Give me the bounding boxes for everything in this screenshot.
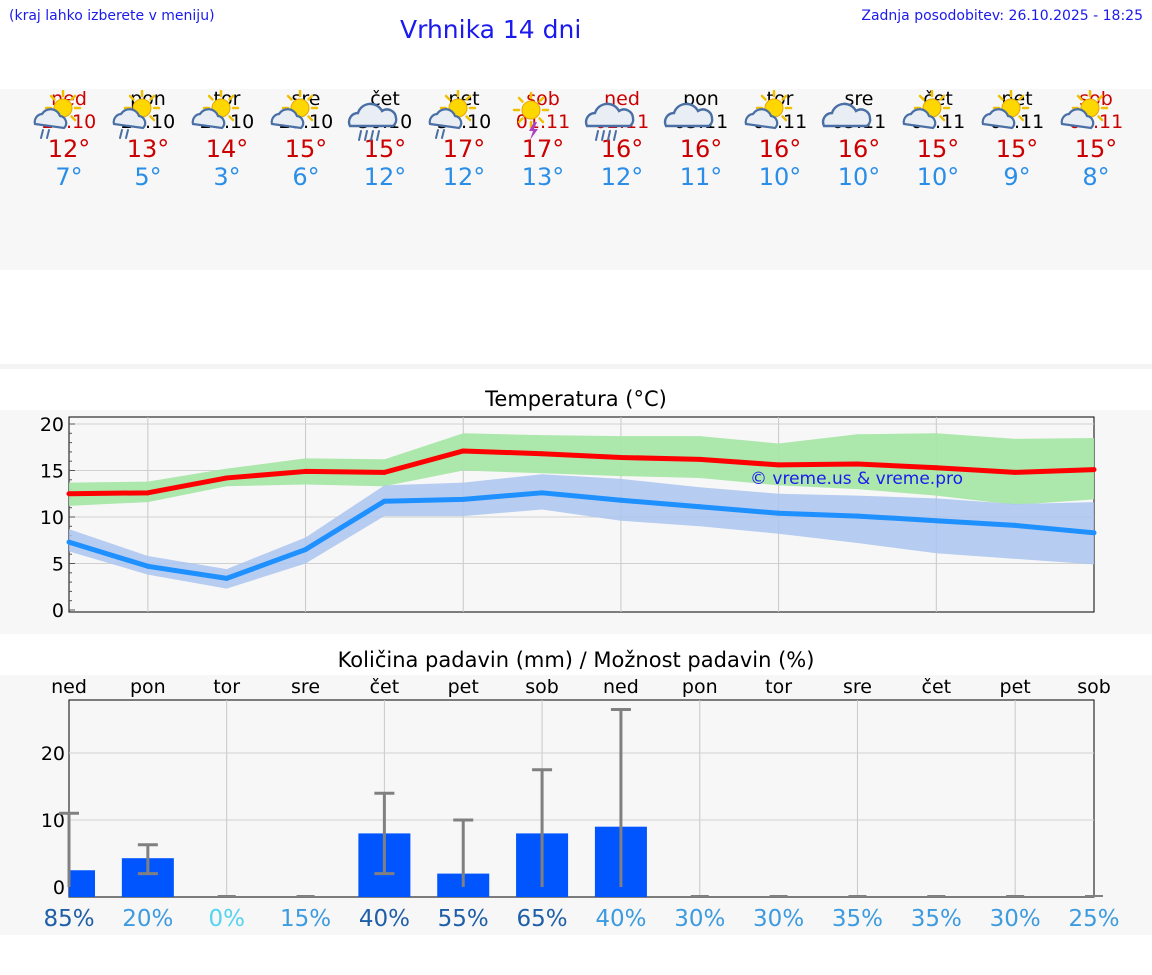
forecast-day: čet 06.11 15° 10° (898, 88, 978, 191)
min-temperature: 12° (363, 163, 407, 191)
min-temperature: 12° (600, 163, 644, 191)
min-temperature: 7° (55, 163, 83, 191)
max-temperature: 15° (284, 135, 328, 163)
forecast-day: tor 28.10 14° 3° (187, 88, 267, 191)
max-temperature: 16° (758, 135, 802, 163)
location-menu-hint: (kraj lahko izberete v meniju) (9, 8, 215, 24)
min-temperature: 9° (1003, 163, 1031, 191)
min-temperature: 3° (213, 163, 241, 191)
last-update-text: Zadnja posodobitev: 26.10.2025 - 18:25 (861, 8, 1143, 24)
sun-shape (512, 91, 550, 129)
min-temperature: 10° (837, 163, 881, 191)
min-temperature: 10° (758, 163, 802, 191)
forecast-day: tor 04.11 16° 10° (740, 88, 820, 191)
forecast-day: sob 08.11 15° 8° (1056, 88, 1136, 191)
precipitation-chart-background (0, 675, 1152, 935)
forecast-day: sob 01.11 17° 13° (503, 88, 583, 191)
precipitation-chart-title: Količina padavin (mm) / Možnost padavin … (337, 648, 815, 672)
min-temperature: 8° (1082, 163, 1110, 191)
max-temperature: 15° (916, 135, 960, 163)
section-divider (0, 364, 1152, 369)
forecast-day: pet 31.10 17° 12° (424, 88, 504, 191)
page-title: Vrhnika 14 dni (400, 15, 582, 44)
min-temperature: 13° (521, 163, 565, 191)
max-temperature: 17° (521, 135, 565, 163)
forecast-day: pet 07.11 15° 9° (977, 88, 1057, 191)
forecast-day: pon 27.10 13° 5° (108, 88, 188, 191)
max-temperature: 15° (995, 135, 1039, 163)
min-temperature: 10° (916, 163, 960, 191)
max-temperature: 14° (205, 135, 249, 163)
forecast-strip-background (0, 89, 1152, 270)
min-temperature: 6° (292, 163, 320, 191)
forecast-day: sre 29.10 15° 6° (266, 88, 346, 191)
forecast-day: ned 26.10 12° 7° (29, 88, 109, 191)
min-temperature: 11° (679, 163, 723, 191)
temperature-chart-background (0, 410, 1152, 634)
max-temperature: 17° (442, 135, 486, 163)
temperature-chart-title: Temperatura (°C) (485, 387, 667, 411)
max-temperature: 12° (47, 135, 91, 163)
max-temperature: 16° (679, 135, 723, 163)
min-temperature: 12° (442, 163, 486, 191)
max-temperature: 15° (1074, 135, 1118, 163)
max-temperature: 16° (837, 135, 881, 163)
min-temperature: 5° (134, 163, 162, 191)
max-temperature: 13° (126, 135, 170, 163)
